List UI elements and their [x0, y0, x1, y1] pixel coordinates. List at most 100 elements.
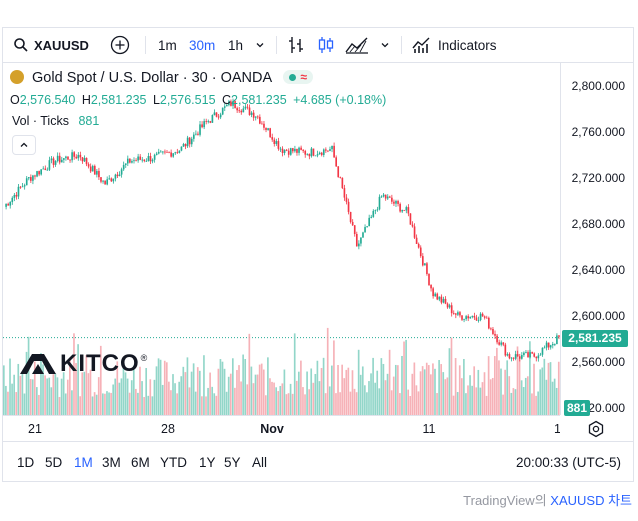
- interval-1h[interactable]: 1h: [228, 37, 244, 53]
- candle-body: [302, 149, 304, 151]
- volume-bar: [407, 389, 410, 415]
- volume-bar: [254, 374, 257, 415]
- volume-bar: [38, 394, 40, 415]
- candle-body: [122, 164, 125, 170]
- candle-body: [514, 354, 517, 359]
- time-axis[interactable]: 21 28 Nov 11 18: [3, 415, 560, 442]
- market-status-badge[interactable]: ≈: [283, 70, 313, 84]
- candle-body: [339, 177, 342, 178]
- kitco-logo-icon: [20, 354, 56, 374]
- gear-icon: [588, 420, 604, 438]
- volume-bar: [335, 393, 337, 415]
- candle-body: [329, 149, 331, 151]
- symbol-search[interactable]: XAUUSD: [13, 28, 89, 62]
- candles-button[interactable]: [317, 28, 335, 62]
- footer-attribution[interactable]: TradingView의 XAUUSD 차트: [463, 490, 632, 509]
- interval-dropdown[interactable]: [255, 28, 265, 62]
- range-button-6m[interactable]: 6M: [131, 455, 150, 470]
- candle-body: [271, 137, 274, 140]
- range-button-all[interactable]: All: [252, 455, 268, 470]
- volume-bar: [151, 396, 154, 415]
- footer-link[interactable]: XAUUSD 차트: [550, 493, 632, 508]
- candle-body: [366, 226, 368, 228]
- volume-bar: [388, 349, 391, 415]
- chart-type-dropdown[interactable]: [380, 28, 390, 62]
- candle-body: [525, 352, 527, 353]
- collapse-legend-button[interactable]: [12, 135, 36, 155]
- plot-area[interactable]: [3, 63, 560, 415]
- candle-body: [246, 106, 249, 108]
- candle-body: [415, 237, 418, 244]
- candle-body: [106, 179, 109, 185]
- candle-body: [349, 211, 352, 222]
- candle-body: [535, 356, 538, 359]
- volume-bar: [85, 355, 88, 415]
- volume-bar: [79, 396, 81, 415]
- candle-body: [54, 161, 57, 165]
- volume-bar: [541, 367, 544, 415]
- volume-bar: [374, 382, 376, 415]
- settings-button[interactable]: [587, 420, 605, 443]
- candle-body: [521, 355, 523, 359]
- candle-body: [477, 320, 480, 321]
- interval-30m[interactable]: 30m: [189, 37, 216, 53]
- volume-bar: [262, 369, 265, 415]
- volume-bar: [269, 378, 271, 415]
- candle-body: [545, 342, 548, 348]
- candle-body: [114, 174, 117, 179]
- range-button-1d[interactable]: 1D: [17, 455, 35, 470]
- range-button-1y[interactable]: 1Y: [199, 455, 216, 470]
- volume-bar: [132, 365, 135, 415]
- volume-bar: [56, 377, 59, 415]
- top-toolbar: XAUUSD 1m 30m 1h Indicators: [3, 28, 633, 63]
- volume-bar: [539, 369, 542, 415]
- volume-bar: [97, 377, 100, 415]
- compare-button[interactable]: [110, 28, 130, 62]
- area-style-button[interactable]: [345, 28, 369, 62]
- volume-bar: [409, 396, 412, 415]
- volume-bar: [40, 353, 42, 415]
- volume-bar: [475, 387, 478, 415]
- volume-bar: [547, 362, 550, 415]
- volume-bar: [345, 369, 348, 415]
- volume-bar: [359, 374, 362, 415]
- candle-body: [490, 328, 492, 330]
- time-tick-label: 21: [28, 422, 42, 436]
- range-button-5d[interactable]: 5D: [45, 455, 63, 470]
- volume-bar: [366, 392, 368, 415]
- candle-body: [444, 298, 447, 304]
- candle-body: [75, 156, 78, 159]
- symbol-label: XAUUSD: [34, 37, 89, 53]
- range-button-3m[interactable]: 3M: [102, 455, 121, 470]
- candle-body: [96, 171, 98, 175]
- range-button-5y[interactable]: 5Y: [224, 455, 241, 470]
- bar-style-button[interactable]: [287, 28, 305, 62]
- candle-body: [205, 121, 208, 122]
- candle-body: [287, 150, 290, 155]
- candle-body: [256, 116, 259, 118]
- candle-body: [265, 127, 267, 130]
- candle-body: [143, 159, 146, 161]
- volume-bar: [23, 393, 26, 415]
- volume-bar: [425, 362, 428, 415]
- registered-mark: ®: [140, 353, 148, 363]
- candle-body: [48, 160, 51, 170]
- volume-bar: [91, 396, 94, 415]
- volume-bar: [31, 379, 34, 415]
- high-label: H: [81, 93, 91, 107]
- volume-bar: [116, 361, 119, 415]
- interval-1m[interactable]: 1m: [158, 37, 177, 53]
- clock[interactable]: 20:00:33 (UTC-5): [515, 455, 621, 470]
- chart-widget: [2, 27, 634, 482]
- volume-bar: [347, 367, 350, 415]
- volume-bar: [172, 374, 174, 415]
- range-button-ytd[interactable]: YTD: [160, 455, 187, 470]
- candle-body: [512, 357, 515, 359]
- volume-bar: [304, 394, 306, 415]
- candle-body: [17, 186, 20, 197]
- candle-body: [388, 196, 391, 198]
- price-scale[interactable]: 2,800.000 2,760.000 2,720.000 2,680.000 2,64…: [560, 63, 633, 415]
- candle-body: [296, 148, 298, 153]
- indicators-button[interactable]: Indicators: [412, 28, 497, 62]
- range-button-1m[interactable]: 1M: [74, 455, 93, 470]
